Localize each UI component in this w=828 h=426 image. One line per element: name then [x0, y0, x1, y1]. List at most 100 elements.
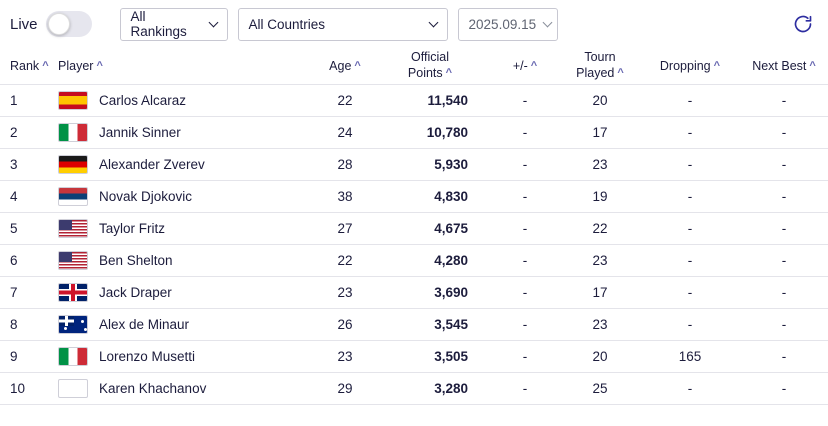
plus-minus-cell: - [490, 148, 560, 181]
dropping-cell: - [640, 212, 740, 245]
sort-asc-icon: ^ [445, 66, 453, 79]
dropping-cell: - [640, 244, 740, 277]
dropping-cell: - [640, 372, 740, 405]
player-cell[interactable]: Karen Khachanov [50, 372, 320, 405]
toolbar: Live All Rankings All Countries 2025.09.… [0, 0, 828, 48]
header-next-best[interactable]: Next Best ^ [740, 48, 828, 85]
rank-cell: 2 [0, 116, 50, 149]
age-cell: 27 [320, 212, 370, 245]
dropping-cell: - [640, 308, 740, 341]
rank-cell: 10 [0, 372, 50, 405]
player-cell[interactable]: Jannik Sinner [50, 116, 320, 149]
plus-minus-cell: - [490, 116, 560, 149]
age-cell: 24 [320, 116, 370, 149]
player-name[interactable]: Karen Khachanov [99, 380, 207, 396]
next-best-cell: - [740, 148, 828, 181]
tourn-played-cell: 25 [560, 372, 640, 405]
player-cell[interactable]: Carlos Alcaraz [50, 84, 320, 117]
player-cell[interactable]: Alexander Zverev [50, 148, 320, 181]
chevron-down-icon [428, 17, 438, 27]
table-row: 5 Taylor Fritz 27 4,675 - 22 - - [0, 212, 828, 245]
table-row: 7 Jack Draper 23 3,690 - 17 - - [0, 276, 828, 309]
flag-icon-usa [58, 218, 88, 238]
player-cell[interactable]: Novak Djokovic [50, 180, 320, 213]
tourn-played-cell: 23 [560, 148, 640, 181]
sort-asc-icon: ^ [96, 59, 103, 72]
header-dropping[interactable]: Dropping ^ [640, 48, 740, 85]
sort-asc-icon: ^ [530, 59, 538, 72]
dropping-cell: 165 [640, 340, 740, 373]
next-best-cell: - [740, 84, 828, 117]
date-dropdown-value: 2025.09.15 [468, 16, 537, 32]
next-best-cell: - [740, 308, 828, 341]
next-best-cell: - [740, 276, 828, 309]
rankings-dropdown-value: All Rankings [130, 9, 187, 39]
header-rank[interactable]: Rank ^ [0, 48, 50, 85]
age-cell: 23 [320, 340, 370, 373]
dropping-cell: - [640, 276, 740, 309]
tourn-played-cell: 23 [560, 244, 640, 277]
sort-asc-icon: ^ [713, 59, 721, 72]
player-name[interactable]: Alex de Minaur [99, 316, 190, 332]
header-player[interactable]: Player ^ [50, 48, 320, 85]
player-name[interactable]: Lorenzo Musetti [99, 348, 196, 364]
tourn-played-cell: 20 [560, 340, 640, 373]
player-name[interactable]: Jack Draper [99, 284, 172, 300]
rank-cell: 7 [0, 276, 50, 309]
tourn-played-cell: 19 [560, 180, 640, 213]
live-toggle[interactable] [45, 11, 92, 37]
player-cell[interactable]: Jack Draper [50, 276, 320, 309]
table-row: 10 Karen Khachanov 29 3,280 - 25 - - [0, 372, 828, 405]
plus-minus-cell: - [490, 244, 560, 277]
flag-icon-australia [58, 314, 88, 334]
points-cell: 3,505 [370, 340, 490, 373]
player-cell[interactable]: Alex de Minaur [50, 308, 320, 341]
tourn-played-cell: 23 [560, 308, 640, 341]
table-row: 9 Lorenzo Musetti 23 3,505 - 20 165 - [0, 340, 828, 373]
rank-cell: 3 [0, 148, 50, 181]
next-best-cell: - [740, 372, 828, 405]
refresh-icon [794, 15, 812, 33]
player-name[interactable]: Carlos Alcaraz [99, 92, 187, 108]
countries-dropdown[interactable]: All Countries [237, 7, 448, 41]
header-plus-minus[interactable]: +/- ^ [490, 48, 560, 85]
sort-asc-icon: ^ [809, 59, 816, 72]
player-cell[interactable]: Ben Shelton [50, 244, 320, 277]
rank-cell: 1 [0, 84, 50, 117]
points-cell: 3,690 [370, 276, 490, 309]
dropping-cell: - [640, 116, 740, 149]
player-name[interactable]: Jannik Sinner [99, 124, 181, 140]
live-toggle-knob [47, 13, 70, 35]
rankings-dropdown[interactable]: All Rankings [119, 7, 228, 41]
countries-dropdown-value: All Countries [248, 16, 326, 32]
player-name[interactable]: Novak Djokovic [99, 188, 193, 204]
points-cell: 4,830 [370, 180, 490, 213]
dropping-cell: - [640, 148, 740, 181]
age-cell: 29 [320, 372, 370, 405]
live-rankings-table: Rank ^ Player ^ Age ^ Official Points ^ +/- ^… [0, 48, 828, 405]
player-name[interactable]: Taylor Fritz [99, 220, 166, 236]
next-best-cell: - [740, 244, 828, 277]
player-cell[interactable]: Taylor Fritz [50, 212, 320, 245]
next-best-cell: - [740, 180, 828, 213]
date-dropdown[interactable]: 2025.09.15 [457, 7, 558, 41]
chevron-down-icon [542, 17, 553, 27]
rank-cell: 5 [0, 212, 50, 245]
rank-cell: 9 [0, 340, 50, 373]
header-official-points[interactable]: Official Points ^ [370, 48, 490, 85]
points-cell: 3,280 [370, 372, 490, 405]
age-cell: 38 [320, 180, 370, 213]
tourn-played-cell: 20 [560, 84, 640, 117]
header-tourn-played[interactable]: Tourn Played ^ [560, 48, 640, 85]
points-cell: 3,545 [370, 308, 490, 341]
flag-icon-spain [58, 90, 88, 110]
tourn-played-cell: 22 [560, 212, 640, 245]
player-name[interactable]: Ben Shelton [99, 252, 173, 268]
points-cell: 4,675 [370, 212, 490, 245]
player-name[interactable]: Alexander Zverev [99, 156, 205, 172]
header-age[interactable]: Age ^ [320, 48, 370, 85]
points-cell: 11,540 [370, 84, 490, 117]
refresh-button[interactable] [790, 11, 816, 37]
flag-icon-serbia [58, 186, 88, 206]
player-cell[interactable]: Lorenzo Musetti [50, 340, 320, 373]
